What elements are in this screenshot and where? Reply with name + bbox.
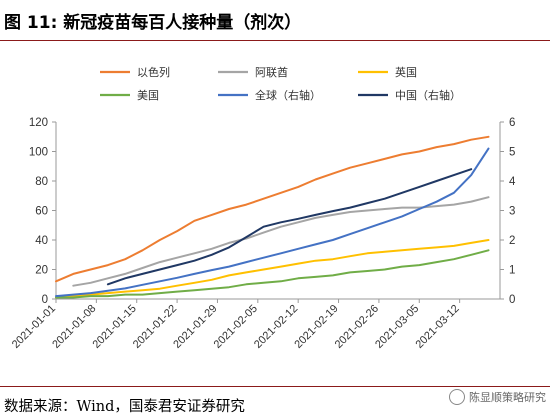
series-line-2 bbox=[72, 196, 490, 287]
y-tick-label-left: 100 bbox=[29, 147, 48, 159]
y-tick-label-right: 3 bbox=[509, 206, 515, 218]
y-tick-label-left: 40 bbox=[35, 235, 48, 247]
legend-label-2: 阿联酋 bbox=[255, 65, 288, 79]
y-tick-label-right: 0 bbox=[509, 294, 515, 306]
y-tick-label-right: 4 bbox=[509, 176, 516, 188]
wechat-icon bbox=[449, 389, 465, 405]
source-note: 数据来源：Wind，国泰君安证券研究 bbox=[4, 399, 245, 415]
watermark-text: 陈显顺策略研究 bbox=[469, 391, 546, 404]
series-line-6 bbox=[106, 168, 473, 286]
y-tick-label-right: 1 bbox=[509, 265, 515, 277]
x-tick-label: 2021-03-12 bbox=[413, 303, 461, 351]
watermark: 陈显顺策略研究 bbox=[449, 389, 546, 405]
vaccination-line-chart: 02040608010012001234562021-01-012021-01-… bbox=[10, 65, 516, 351]
y-tick-label-left: 120 bbox=[29, 117, 48, 129]
y-tick-label-right: 6 bbox=[509, 117, 515, 129]
y-tick-label-left: 0 bbox=[42, 294, 48, 306]
legend-label-4: 美国 bbox=[137, 89, 159, 102]
series-line-1 bbox=[55, 135, 490, 283]
legend-label-6: 中国（右轴） bbox=[395, 88, 461, 102]
y-tick-label-right: 5 bbox=[509, 147, 515, 159]
series-line-4 bbox=[55, 249, 490, 299]
legend-label-1: 以色列 bbox=[137, 65, 170, 79]
y-tick-label-right: 2 bbox=[509, 235, 515, 247]
series-line-5 bbox=[55, 147, 490, 298]
y-tick-label-left: 20 bbox=[35, 265, 48, 277]
legend-label-3: 英国 bbox=[395, 65, 417, 79]
y-tick-label-left: 80 bbox=[35, 176, 48, 188]
legend-label-5: 全球（右轴） bbox=[255, 88, 321, 102]
figure-title: 图 11: 新冠疫苗每百人接种量（剂次） bbox=[4, 12, 302, 33]
figure-title-bar: 图 11: 新冠疫苗每百人接种量（剂次） bbox=[0, 0, 550, 41]
figure-footer: 数据来源：Wind，国泰君安证券研究 陈显顺策略研究 bbox=[0, 386, 550, 420]
y-tick-label-left: 60 bbox=[35, 206, 48, 218]
series-line-3 bbox=[55, 239, 490, 299]
